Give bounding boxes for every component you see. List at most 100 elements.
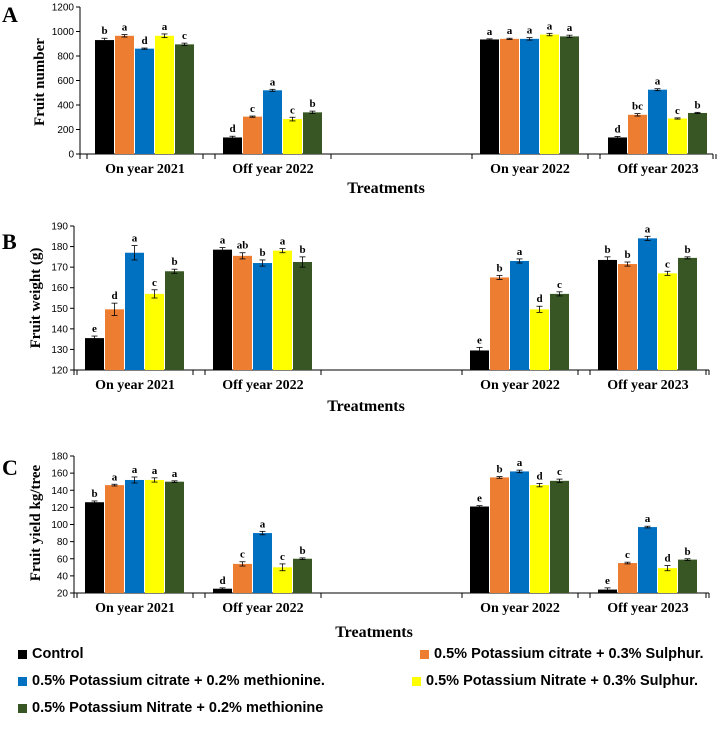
- bar: [273, 567, 292, 593]
- bar: [213, 249, 232, 370]
- significance-letter: b: [259, 247, 265, 259]
- y-tick-label: 100: [51, 520, 68, 531]
- significance-letter: b: [684, 546, 690, 558]
- legend-item-control: Control: [18, 646, 84, 662]
- bar: [658, 568, 677, 593]
- panel-letter-c: C: [2, 455, 18, 480]
- bar: [85, 338, 104, 370]
- y-tick-label: 180: [51, 242, 68, 253]
- legend: Control 0.5% Potassium citrate + 0.3% Su…: [0, 640, 726, 748]
- legend-swatch-pn-methionine: [18, 703, 27, 713]
- bar: [213, 588, 232, 593]
- significance-letter: d: [229, 123, 235, 135]
- bar: [125, 252, 144, 370]
- bar: [175, 44, 194, 154]
- x-tick-label: On year 2021: [95, 378, 175, 393]
- y-tick-label: 0: [68, 150, 74, 161]
- significance-letter: a: [112, 471, 118, 483]
- bar: [125, 479, 144, 593]
- bar: [618, 563, 637, 593]
- significance-letter: a: [172, 468, 178, 480]
- bar: [470, 506, 489, 593]
- x-axis-title-c: Treatments: [335, 624, 413, 640]
- bar: [530, 485, 549, 593]
- significance-letter: b: [299, 545, 305, 557]
- x-tick-label: On year 2021: [95, 601, 175, 616]
- y-tick-label: 150: [51, 304, 68, 315]
- legend-item-pc-methionine: 0.5% Potassium citrate + 0.2% methionine…: [18, 673, 325, 689]
- x-tick-label: Off year 2023: [617, 162, 698, 177]
- legend-label-pn-sulphur: 0.5% Potassium Nitrate + 0.3% Sulphur.: [426, 673, 698, 689]
- significance-letter: b: [309, 98, 315, 110]
- significance-letter: c: [675, 105, 680, 117]
- bar: [95, 40, 114, 155]
- significance-letter: ab: [237, 240, 249, 252]
- legend-swatch-pc-sulphur: [420, 649, 429, 659]
- bar: [105, 485, 124, 593]
- bar: [638, 238, 657, 370]
- legend-item-pc-sulphur: 0.5% Potassium citrate + 0.3% Sulphur.: [420, 646, 704, 662]
- bar: [165, 481, 184, 593]
- significance-letter: a: [220, 235, 226, 247]
- significance-letter: a: [527, 25, 533, 37]
- significance-letter: c: [625, 549, 630, 561]
- y-axis-title-c: Fruit yield kg/tree: [28, 464, 44, 581]
- significance-letter: e: [477, 334, 482, 346]
- y-tick-label: 80: [57, 537, 69, 548]
- significance-letter: b: [604, 244, 610, 256]
- significance-letter: b: [101, 25, 107, 37]
- significance-letter: a: [487, 26, 493, 38]
- bar: [293, 558, 312, 593]
- significance-letter: c: [280, 551, 285, 563]
- y-tick-label: 130: [51, 345, 68, 356]
- significance-letter: a: [280, 236, 286, 248]
- y-tick-label: 60: [57, 554, 69, 565]
- x-tick-label: Off year 2022: [222, 601, 303, 616]
- bar: [480, 39, 499, 154]
- bar: [490, 277, 509, 370]
- significance-letter: b: [171, 256, 177, 268]
- x-tick-label: On year 2022: [480, 378, 560, 393]
- bar: [490, 477, 509, 593]
- y-tick-label: 120: [51, 503, 68, 514]
- significance-letter: d: [664, 553, 670, 565]
- significance-letter: d: [536, 470, 542, 482]
- significance-letter: a: [645, 513, 651, 525]
- bar: [510, 471, 529, 593]
- bar: [263, 90, 282, 154]
- bar: [233, 563, 252, 593]
- panel-letter-a: A: [2, 2, 18, 27]
- significance-letter: a: [645, 223, 651, 235]
- bar: [105, 309, 124, 370]
- x-tick-label: Off year 2022: [232, 162, 313, 177]
- chart-panel-b: 120 130 140 150 160 170 180 190 On year 2021 e d a c…: [51, 222, 710, 393]
- bar: [145, 479, 164, 593]
- bar: [628, 114, 647, 154]
- bar: [293, 262, 312, 370]
- bar: [608, 137, 627, 154]
- significance-letter: d: [614, 123, 620, 135]
- bar: [550, 480, 569, 593]
- y-tick-label: 600: [57, 76, 74, 87]
- x-tick-label: Off year 2022: [222, 378, 303, 393]
- bar: [520, 38, 539, 154]
- significance-letter: a: [655, 76, 661, 88]
- x-axis-title-a: Treatments: [347, 180, 425, 197]
- legend-label-pc-methionine: 0.5% Potassium citrate + 0.2% methionine…: [32, 673, 325, 689]
- y-axis-title-a: Fruit number: [32, 38, 48, 126]
- bar: [233, 255, 252, 370]
- chart-panel-c: 20 40 60 80 100 120 140 160 180 On year 2021 b a a a a…: [51, 452, 710, 616]
- significance-letter: b: [496, 262, 502, 274]
- y-tick-label: 140: [51, 324, 68, 335]
- bar: [530, 309, 549, 370]
- significance-letter: a: [547, 20, 553, 32]
- bar: [253, 533, 272, 593]
- bar: [500, 38, 519, 154]
- bar: [85, 502, 104, 593]
- bar: [638, 527, 657, 593]
- y-tick-label: 800: [57, 52, 74, 63]
- bar: [155, 35, 174, 154]
- bar: [688, 112, 707, 154]
- significance-letter: a: [132, 233, 138, 245]
- bar: [678, 559, 697, 593]
